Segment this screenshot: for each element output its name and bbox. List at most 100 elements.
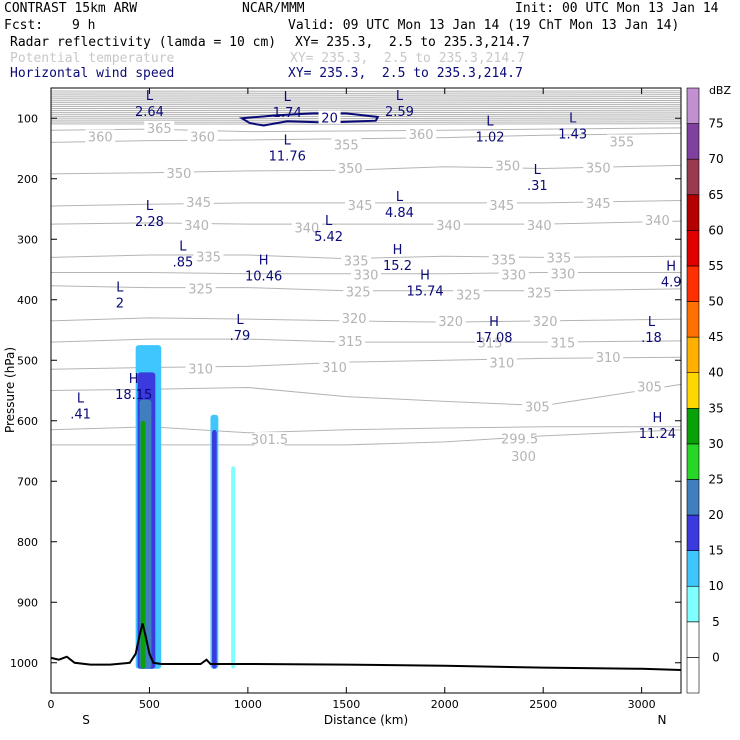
colorbar-bin <box>686 265 700 302</box>
theta-label: 350 <box>167 167 192 182</box>
colorbar-tick-label: 10 <box>708 579 723 593</box>
theta-label: 299.5 <box>501 433 538 448</box>
theta-upper-line <box>51 109 681 112</box>
theta-label: 325 <box>527 287 552 302</box>
theta-label: 310 <box>489 356 514 371</box>
colorbar-tick-label: 0 <box>712 650 720 664</box>
theta-label-mask <box>254 432 285 447</box>
theta-label: 320 <box>342 312 367 327</box>
wind-extremum-type: L <box>396 190 404 205</box>
theta-label: 350 <box>338 162 363 177</box>
theta-label-mask <box>492 158 523 173</box>
wind-extremum-type: H <box>259 254 269 269</box>
colorbar-bin <box>686 194 700 231</box>
wind-extremum-value: 2.59 <box>385 105 414 120</box>
wind-extremum-type: L <box>284 134 292 149</box>
wind-extremum-value: 10.46 <box>245 270 282 285</box>
theta-label: 340 <box>436 219 461 234</box>
wind-contours <box>238 112 380 127</box>
colorbar-bin <box>686 657 700 694</box>
reflectivity-cell-15dbz <box>212 429 217 669</box>
x-axis-label: Distance (km) <box>324 713 408 727</box>
theta-upper-line <box>51 117 681 119</box>
theta-label-mask <box>486 355 517 370</box>
theta-label: 360 <box>88 131 113 146</box>
theta-upper-line <box>51 99 681 102</box>
theta-label-mask <box>583 160 614 175</box>
colorbar-bin <box>686 336 700 374</box>
theta-label-mask <box>583 196 614 211</box>
wind-extremum-type: H <box>129 372 139 387</box>
colorbar-bin <box>686 230 700 267</box>
theta-label: 335 <box>491 253 516 268</box>
wind-extremum-value: .31 <box>527 179 548 194</box>
x-axis-right-end: N <box>658 713 667 727</box>
wind-extremum-value: 1.74 <box>273 106 302 121</box>
wind-extremum-type: L <box>534 163 542 178</box>
wind-extremum-value: 5.42 <box>314 230 343 245</box>
theta-contour-330 <box>51 272 681 275</box>
wind-label-mask <box>318 110 341 124</box>
theta-label-mask <box>547 335 578 350</box>
colorbar-bin <box>686 514 700 551</box>
theta-label-mask <box>185 361 216 376</box>
axes: 0 500 1000 1500 2000 2500 3000 100 200 300 400 500 6… <box>10 88 681 711</box>
wind-extremum-value: 15.74 <box>406 285 443 300</box>
y-tick-label: 500 <box>17 354 38 367</box>
wind-extremum-type: H <box>393 243 403 258</box>
theta-label: 345 <box>186 196 211 211</box>
wind-extremum-type: L <box>146 89 154 104</box>
theta-label: 330 <box>354 269 379 284</box>
theta-label-mask <box>185 281 216 296</box>
colorbar-tick-label: 75 <box>708 117 723 131</box>
wind-extremum-value: 2.28 <box>135 215 164 230</box>
theta-upper-line <box>51 105 681 108</box>
theta-label-mask <box>331 137 362 152</box>
theta-label: 335 <box>196 250 221 265</box>
theta-upper-line <box>51 90 681 92</box>
wind-extremum-type: L <box>569 111 577 126</box>
theta-label-mask <box>339 311 370 326</box>
colorbar-tick-label: 40 <box>708 366 723 380</box>
wind-extremum-value: 18.15 <box>115 388 152 403</box>
plot-frame <box>50 87 682 694</box>
theta-label: 335 <box>547 252 572 267</box>
theta-label-mask <box>642 213 673 228</box>
theta-label: 315 <box>550 336 575 351</box>
theta-label-mask <box>335 161 366 176</box>
theta-label: 310 <box>596 351 621 366</box>
theta-upper-line <box>51 92 681 94</box>
wind-extremum-type: H <box>666 260 676 275</box>
wind-extremum-value: 11.76 <box>269 150 306 165</box>
theta-label-mask <box>593 349 624 364</box>
theta-label-mask <box>543 250 574 265</box>
theta-label: 355 <box>610 135 635 150</box>
theta-label-mask <box>181 217 212 232</box>
theta-label: 325 <box>346 285 371 300</box>
field-xy-reflectivity: XY= 235.3, 2.5 to 235.3,214.7 <box>295 35 530 50</box>
theta-upper-line <box>51 101 681 104</box>
theta-label-mask <box>144 121 175 136</box>
y-tick-label: 600 <box>17 415 38 428</box>
x-tick-label: 2500 <box>529 698 557 711</box>
y-tick-label: 300 <box>17 233 38 246</box>
theta-label-mask <box>435 314 466 329</box>
theta-upper-line <box>51 113 681 116</box>
colorbar-bin <box>686 443 700 480</box>
y-axis-label: Pressure (hPa) <box>3 347 17 433</box>
x-tick-label: 2000 <box>431 698 459 711</box>
colorbar-bin <box>686 585 700 623</box>
colorbar-tick-label: 55 <box>708 259 723 273</box>
colorbar-tick-label: 5 <box>712 615 720 629</box>
theta-labels: 365 360 360 360 355 355 350 350 350 350 345 345 345 3… <box>85 121 673 465</box>
wind-extremum-value: 1.02 <box>476 130 505 145</box>
model-title: CONTRAST 15km ARW <box>4 1 138 16</box>
colorbar-bin <box>686 621 700 658</box>
theta-label: 301.5 <box>251 433 288 448</box>
theta-label: 305 <box>525 400 550 415</box>
theta-label: 305 <box>637 380 662 395</box>
wind-extremum-value: 4.84 <box>385 206 414 221</box>
theta-label: 310 <box>322 361 347 376</box>
colorbar-tick-label: 35 <box>708 401 723 415</box>
